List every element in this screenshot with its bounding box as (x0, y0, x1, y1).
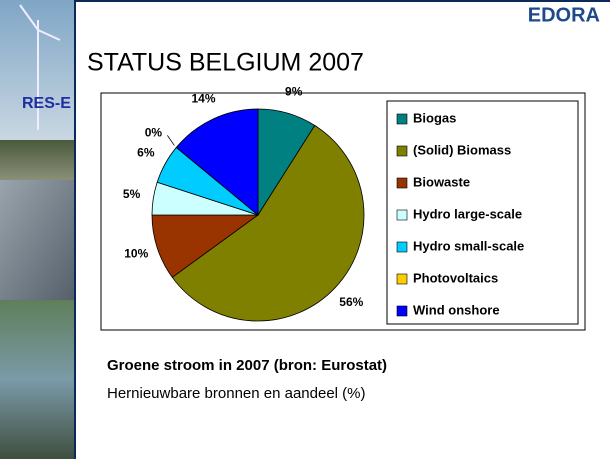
data-label: 6% (137, 146, 155, 160)
legend-swatch (397, 274, 407, 284)
legend-swatch (397, 306, 407, 316)
legend-swatch (397, 178, 407, 188)
data-label: 0% (145, 126, 163, 140)
slide: EDORA STATUS BELGIUM 2007 RES-E 9% 56% 10%… (0, 0, 610, 459)
photo-strip (0, 0, 75, 459)
legend-swatch (397, 210, 407, 220)
legend-swatch (397, 242, 407, 252)
legend-label: Wind onshore (413, 302, 500, 317)
legend-label: (Solid) Biomass (413, 142, 511, 157)
data-label: 5% (123, 187, 141, 201)
legend-label: Hydro small-scale (413, 238, 524, 253)
caption-subtitle: Hernieuwbare bronnen en aandeel (%) (107, 385, 366, 402)
slide-title: STATUS BELGIUM 2007 (87, 49, 364, 77)
data-label: 9% (285, 84, 303, 98)
data-label: 10% (124, 247, 148, 261)
section-label: RES-E (22, 95, 71, 112)
legend-label: Biowaste (413, 174, 470, 189)
data-label: 56% (339, 295, 363, 309)
logo: EDORA (528, 4, 600, 26)
legend-label: Hydro large-scale (413, 206, 522, 221)
legend-label: Photovoltaics (413, 270, 498, 285)
legend-label: Biogas (413, 110, 456, 125)
data-label: 14% (191, 91, 215, 105)
legend-swatch (397, 114, 407, 124)
caption-title: Groene stroom in 2007 (bron: Eurostat) (107, 357, 387, 374)
legend-swatch (397, 146, 407, 156)
slide-canvas: EDORA STATUS BELGIUM 2007 RES-E 9% 56% 10%… (0, 0, 610, 459)
